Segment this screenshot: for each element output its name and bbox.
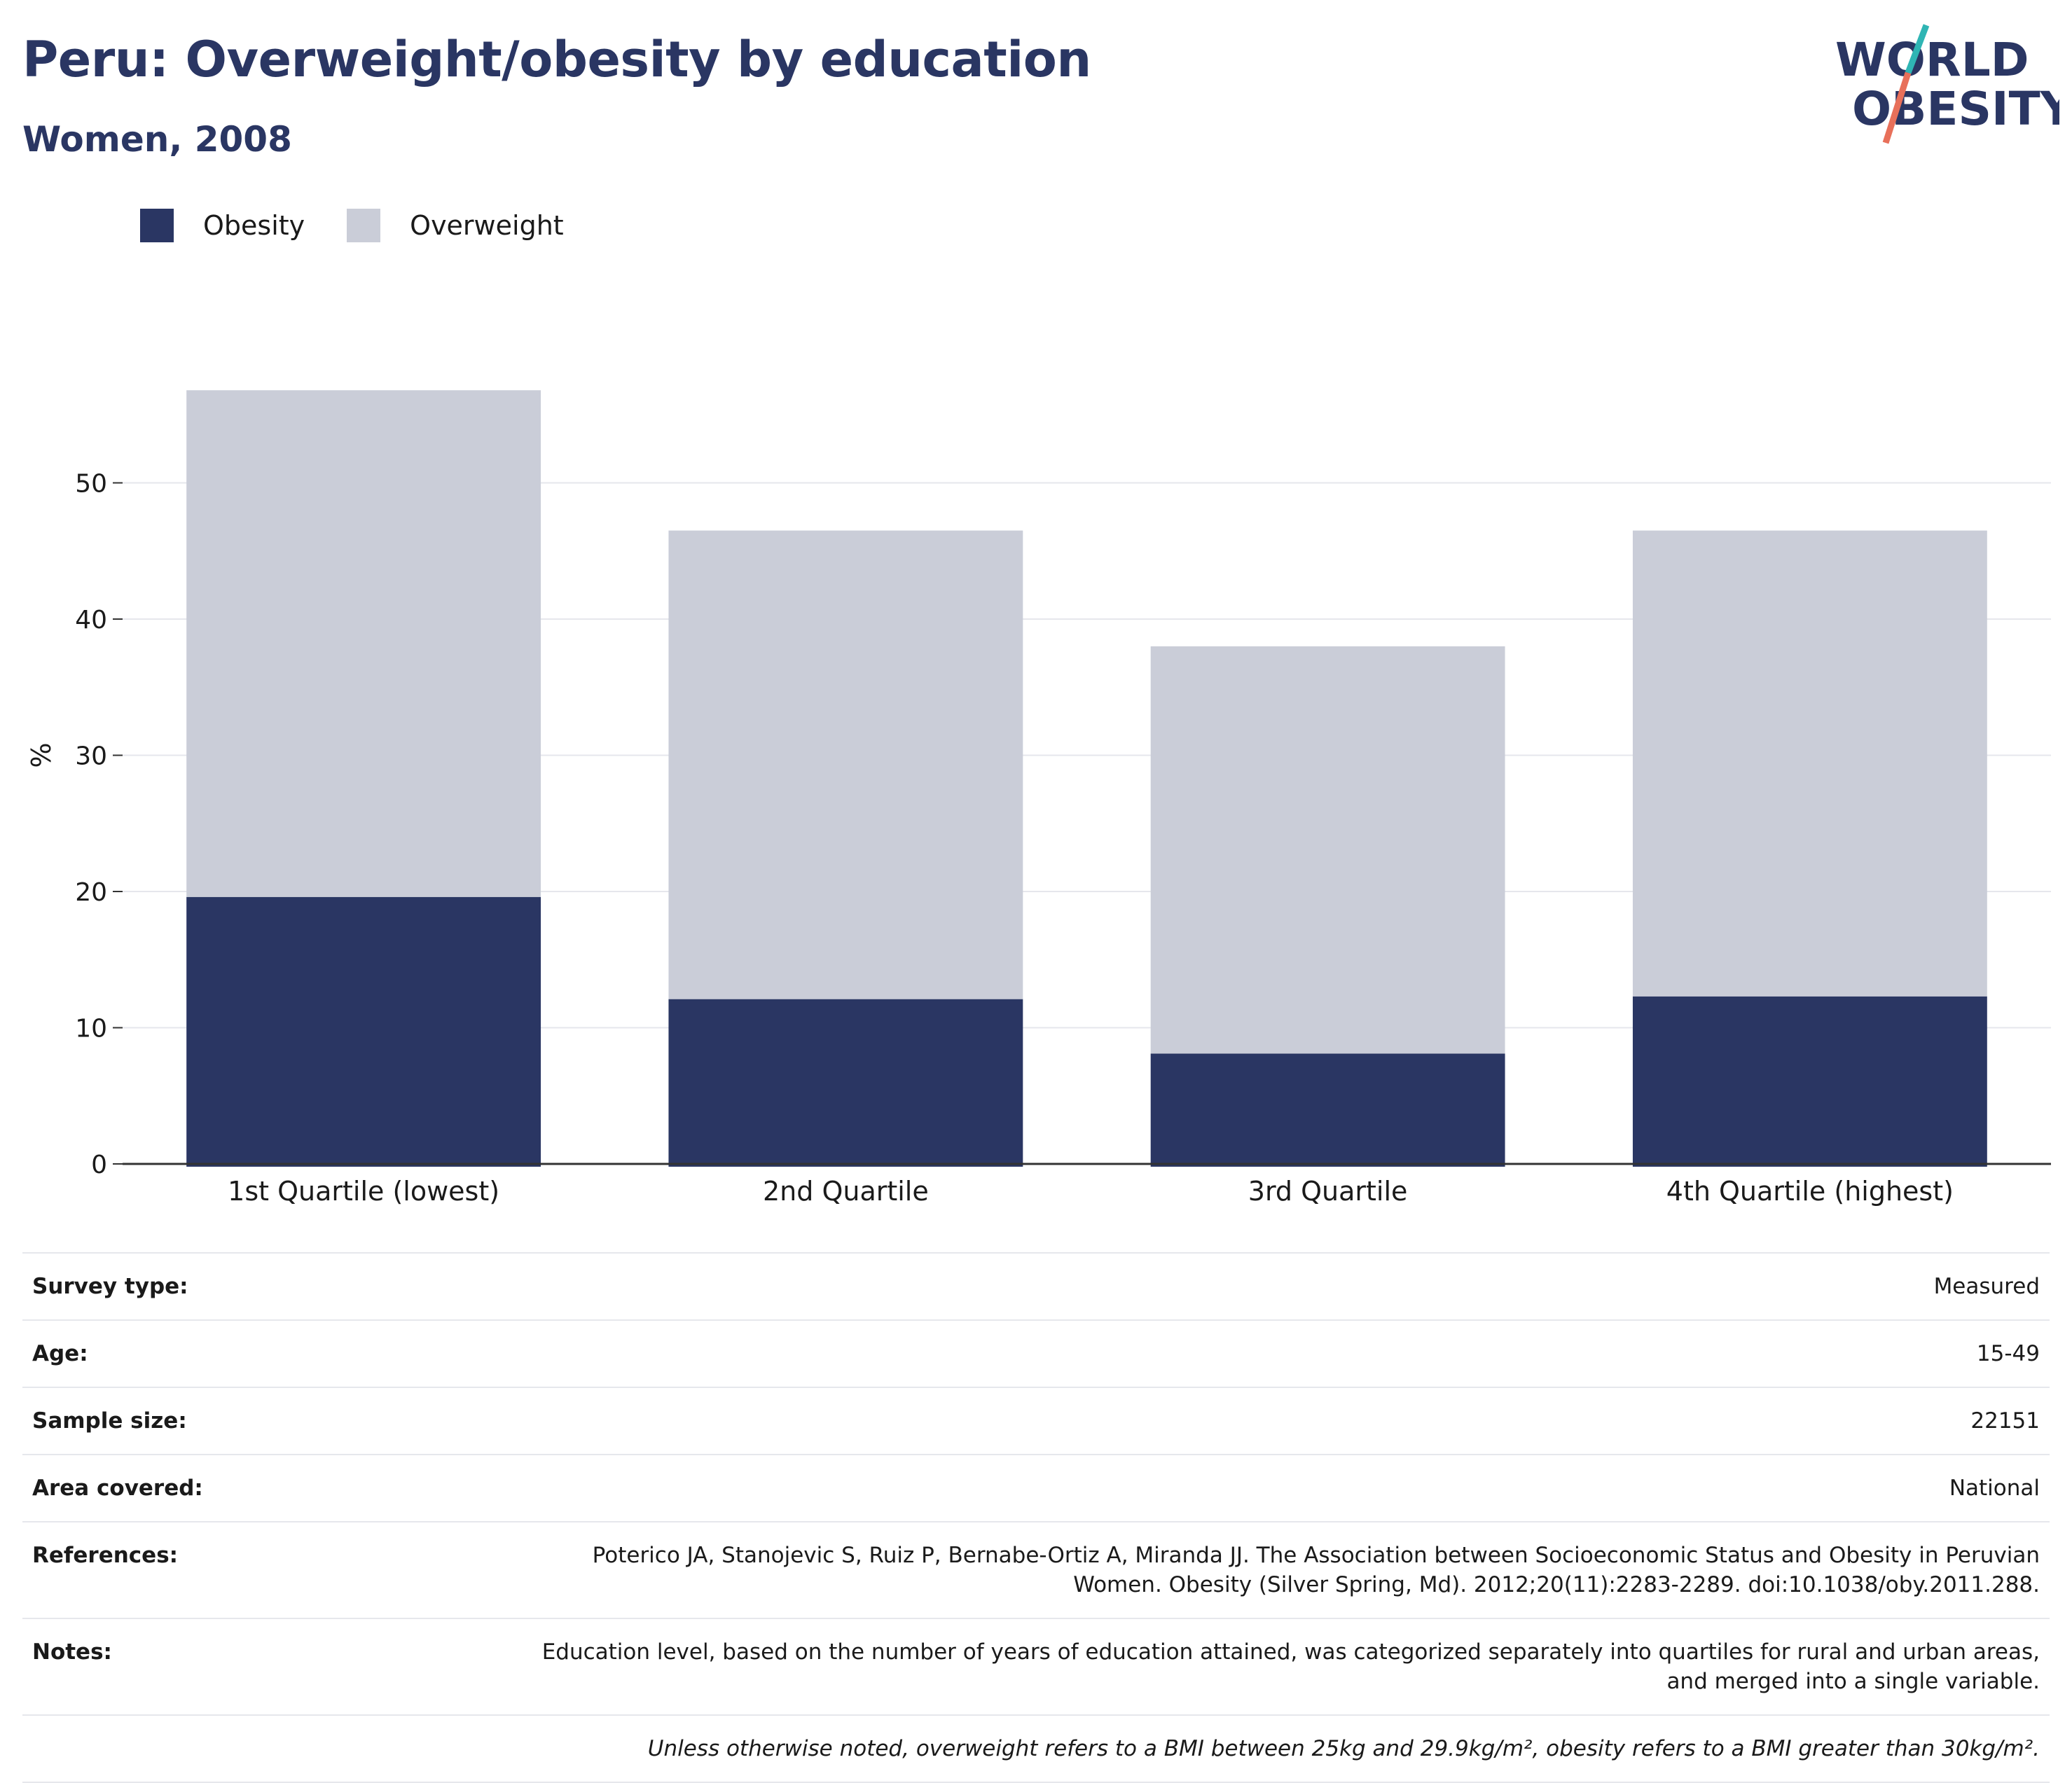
bar-obesity-3 <box>1150 1053 1505 1167</box>
info-label: Area covered: <box>32 1476 203 1501</box>
y-tick-label: 50 <box>75 470 107 499</box>
logo-line-2: OBESITY <box>1852 82 2059 136</box>
logo-line-1: WORLD <box>1835 33 2029 87</box>
y-tick-label: 10 <box>75 1015 107 1043</box>
x-tick-label: 2nd Quartile <box>763 1176 929 1207</box>
bar-overweight-2 <box>668 530 1023 999</box>
x-tick-label: 4th Quartile (highest) <box>1666 1176 1954 1207</box>
info-row-sample-size: Sample size: 22151 <box>22 1388 2050 1455</box>
y-axis-label: % <box>26 742 57 768</box>
bmi-footnote: Unless otherwise noted, overweight refer… <box>22 1716 2050 1783</box>
y-tick-label: 30 <box>75 742 107 771</box>
chart-subtitle: Women, 2008 <box>22 119 292 160</box>
bar-obesity-2 <box>668 999 1023 1167</box>
info-value: 22151 <box>1970 1408 2040 1434</box>
y-tick-label: 20 <box>75 878 107 907</box>
chart-legend: Obesity Overweight <box>140 209 606 242</box>
info-value: National <box>1949 1476 2040 1501</box>
legend-label-obesity: Obesity <box>203 210 305 241</box>
info-value: Education level, based on the number of … <box>541 1639 2040 1694</box>
bar-obesity-1 <box>186 896 541 1167</box>
legend-item-overweight: Overweight <box>347 209 564 242</box>
survey-info-table: Survey type: Measured Age: 15-49 Sample … <box>22 1252 2050 1783</box>
info-label: References: <box>32 1543 179 1568</box>
info-label: Notes: <box>32 1639 112 1665</box>
info-row-notes: Notes: Education level, based on the num… <box>22 1619 2050 1716</box>
bar-overweight-1 <box>186 390 541 897</box>
y-tick-label: 40 <box>75 606 107 634</box>
info-row-age: Age: 15-49 <box>22 1321 2050 1388</box>
bar-obesity-4 <box>1632 996 1987 1167</box>
world-obesity-logo: WORLD OBESITY <box>1835 24 2059 144</box>
info-row-references: References: Poterico JA, Stanojevic S, R… <box>22 1522 2050 1619</box>
legend-item-obesity: Obesity <box>140 209 305 242</box>
y-tick-label: 0 <box>91 1151 107 1179</box>
x-tick-label: 3rd Quartile <box>1248 1176 1408 1207</box>
bar-overweight-3 <box>1150 646 1505 1054</box>
info-value: 15-49 <box>1976 1341 2040 1366</box>
legend-label-overweight: Overweight <box>410 210 564 241</box>
stacked-bar-chart: 0 10 20 30 40 50% 1st Quartile (lowest) 2nd Qua… <box>26 390 2051 1207</box>
chart-title: Peru: Overweight/obesity by education <box>22 31 1091 88</box>
legend-swatch-obesity <box>140 209 174 242</box>
info-label: Sample size: <box>32 1408 187 1434</box>
info-row-survey-type: Survey type: Measured <box>22 1254 2050 1321</box>
info-label: Age: <box>32 1341 88 1366</box>
bar-overweight-4 <box>1632 530 1987 997</box>
info-row-area-covered: Area covered: National <box>22 1455 2050 1522</box>
info-label: Survey type: <box>32 1274 188 1299</box>
info-value: Poterico JA, Stanojevic S, Ruiz P, Berna… <box>592 1543 2040 1597</box>
x-tick-label: 1st Quartile (lowest) <box>228 1176 499 1207</box>
info-value: Measured <box>1933 1274 2040 1299</box>
legend-swatch-overweight <box>347 209 381 242</box>
